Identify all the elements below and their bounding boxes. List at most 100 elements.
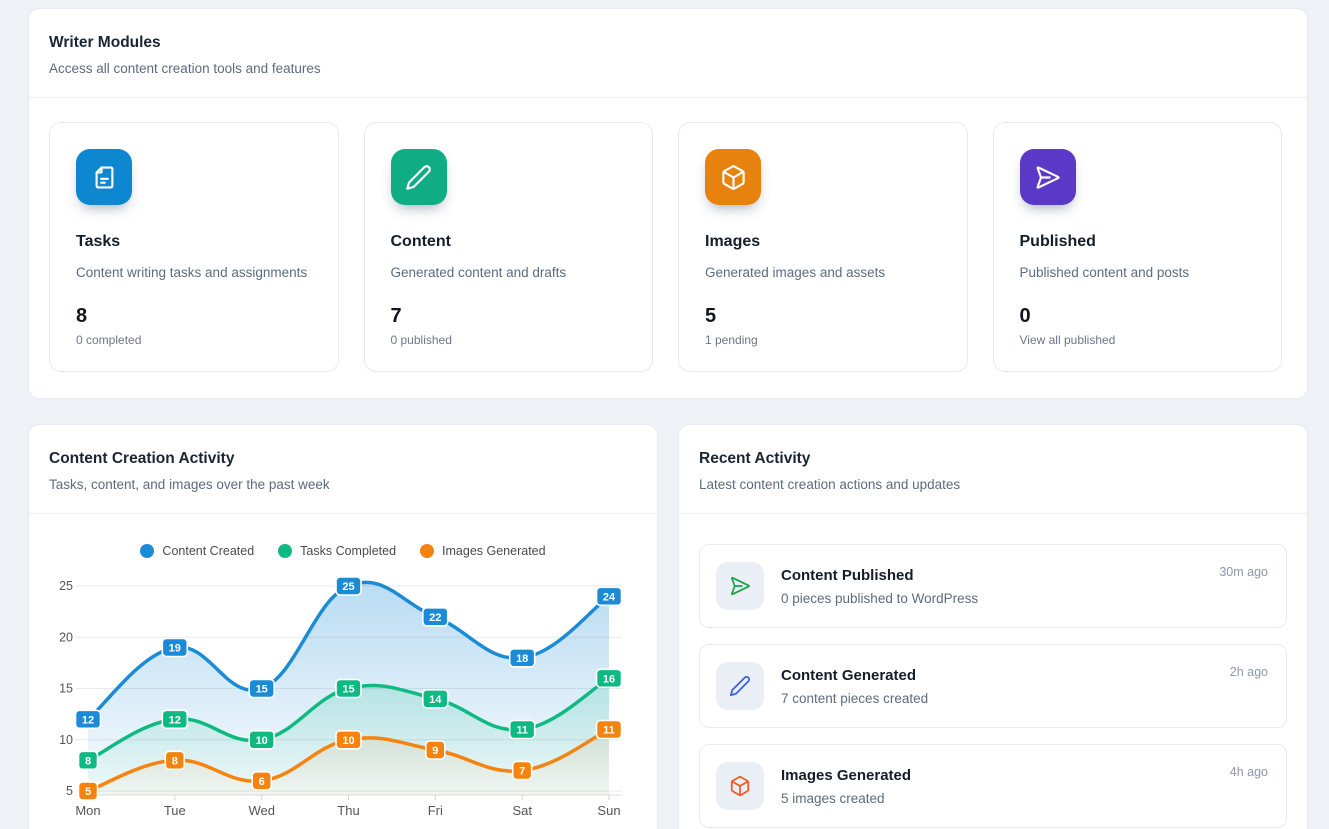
- x-axis-tick: Thu: [337, 803, 359, 818]
- module-card-images[interactable]: Images Generated images and assets 5 1 pend…: [678, 122, 968, 373]
- legend-label: Images Generated: [442, 544, 546, 559]
- x-axis-tick: Tue: [164, 803, 186, 818]
- svg-text:7: 7: [519, 766, 525, 778]
- data-point-label: 24: [595, 586, 623, 607]
- data-point-label: 10: [248, 730, 275, 750]
- card-footnote: View all published: [1019, 333, 1116, 348]
- document-icon: [76, 149, 132, 205]
- svg-text:14: 14: [429, 694, 442, 706]
- svg-text:6: 6: [259, 776, 265, 788]
- pencil-icon: [390, 149, 447, 205]
- activity-item-title: Content Generated: [781, 666, 917, 684]
- data-point-label: 10: [335, 730, 362, 750]
- card-description: Content writing tasks and assignments: [76, 265, 308, 280]
- bottom-row: Content Creation Activity Tasks, content…: [28, 424, 1308, 829]
- svg-text:5: 5: [85, 786, 91, 798]
- x-axis-tick: Mon: [75, 803, 100, 818]
- module-cards-row: Tasks Content writing tasks and assignmen…: [29, 98, 1307, 398]
- cube-icon: [705, 149, 761, 205]
- card-count: 7: [390, 305, 402, 328]
- pencil-icon: [716, 662, 764, 711]
- svg-text:15: 15: [342, 684, 354, 696]
- legend-item-content-created[interactable]: Content Created: [140, 544, 254, 559]
- y-axis-tick: 5: [66, 784, 73, 798]
- writer-modules-panel: Writer Modules Access all content creati…: [28, 8, 1308, 400]
- chart-panel-title: Content Creation Activity: [49, 450, 235, 468]
- activity-item-images-generated[interactable]: Images Generated 5 images created 4h ago: [699, 744, 1287, 829]
- recent-panel-title: Recent Activity: [699, 450, 811, 468]
- activity-item-title: Images Generated: [781, 766, 912, 784]
- svg-text:15: 15: [256, 684, 268, 696]
- svg-text:12: 12: [82, 715, 94, 727]
- chart-legend: Content Created Tasks Completed Images Gen…: [29, 544, 657, 559]
- activity-item-description: 0 pieces published to WordPress: [781, 590, 979, 606]
- send-icon: [1019, 149, 1076, 205]
- y-axis-tick: 10: [59, 733, 73, 747]
- data-point-label: 14: [421, 689, 449, 709]
- activity-item-content-published[interactable]: Content Published 0 pieces published to W…: [699, 544, 1287, 629]
- svg-text:9: 9: [432, 745, 438, 757]
- data-point-label: 6: [251, 771, 272, 791]
- data-point-label: 19: [161, 637, 189, 658]
- card-description: Generated content and drafts: [390, 265, 567, 280]
- data-point-label: 16: [595, 668, 623, 689]
- data-point-label: 8: [164, 750, 186, 771]
- activity-item-body: Content Generated 7 content pieces create…: [781, 667, 928, 706]
- svg-text:22: 22: [429, 612, 441, 624]
- x-axis-tick: Fri: [428, 803, 443, 818]
- module-card-content[interactable]: Content Generated content and drafts 7 0 pu…: [363, 122, 653, 373]
- svg-text:8: 8: [172, 756, 178, 768]
- x-axis-tick: Wed: [248, 803, 275, 818]
- data-point-label: 11: [595, 719, 623, 740]
- card-title: Images: [705, 233, 761, 250]
- svg-text:18: 18: [516, 653, 528, 665]
- data-point-label: 8: [77, 750, 99, 771]
- cube-icon: [716, 762, 764, 811]
- svg-text:11: 11: [603, 725, 615, 737]
- data-point-label: 15: [335, 678, 362, 699]
- activity-item-content-generated[interactable]: Content Generated 7 content pieces create…: [699, 644, 1287, 729]
- chart-panel-subtitle: Tasks, content, and images over the past…: [49, 477, 330, 493]
- data-point-label: 22: [421, 607, 449, 627]
- recent-panel-subtitle: Latest content creation actions and upda…: [699, 477, 961, 493]
- card-title: Published: [1019, 233, 1096, 250]
- y-axis-tick: 15: [59, 682, 73, 696]
- data-point-label: 7: [511, 760, 533, 781]
- data-point-label: 18: [508, 648, 536, 668]
- send-icon: [716, 562, 764, 611]
- card-title: Content: [390, 233, 451, 250]
- chart-panel-header: Content Creation Activity Tasks, content…: [29, 425, 657, 513]
- y-axis-tick: 25: [59, 579, 73, 593]
- x-axis-tick: Sun: [597, 803, 620, 818]
- legend-dot: [278, 544, 293, 559]
- legend-item-tasks-completed[interactable]: Tasks Completed: [278, 544, 396, 559]
- svg-text:8: 8: [85, 756, 91, 768]
- data-point-label: 11: [508, 719, 536, 740]
- data-point-label: 12: [161, 709, 189, 730]
- card-count: 8: [76, 305, 88, 328]
- chart-canvas: 12 19 15 25 22 18 24 8 12 10 15 14 11 16 5 8 6 10 9 7 11 5 10 1…: [59, 576, 623, 818]
- y-axis-tick: 20: [59, 631, 73, 645]
- activity-item-timestamp: 2h ago: [1229, 665, 1268, 680]
- writer-modules-subtitle: Access all content creation tools and fe…: [49, 61, 321, 76]
- module-card-published[interactable]: Published Published content and posts 0 Vie…: [992, 122, 1282, 373]
- header-divider: [29, 513, 657, 515]
- svg-text:19: 19: [169, 643, 181, 655]
- recent-activity-list: Content Published 0 pieces published to W…: [679, 514, 1307, 829]
- data-point-label: 5: [77, 781, 99, 802]
- legend-dot: [420, 544, 435, 559]
- module-card-tasks[interactable]: Tasks Content writing tasks and assignmen…: [49, 122, 339, 373]
- data-point-label: 15: [248, 678, 275, 699]
- card-description: Generated images and assets: [705, 265, 886, 280]
- activity-line-chart: 12 19 15 25 22 18 24 8 12 10 15 14 11 16 5 8 6 10 9 7 11 5 10 1…: [29, 566, 657, 829]
- activity-item-timestamp: 30m ago: [1219, 565, 1268, 580]
- writer-modules-title: Writer Modules: [49, 34, 161, 51]
- header-divider: [29, 97, 1307, 98]
- svg-text:24: 24: [603, 592, 616, 604]
- svg-text:10: 10: [256, 735, 268, 747]
- activity-item-body: Images Generated 5 images created: [781, 767, 911, 806]
- card-title: Tasks: [76, 233, 121, 250]
- legend-item-images-generated[interactable]: Images Generated: [420, 544, 546, 559]
- legend-dot: [140, 544, 155, 559]
